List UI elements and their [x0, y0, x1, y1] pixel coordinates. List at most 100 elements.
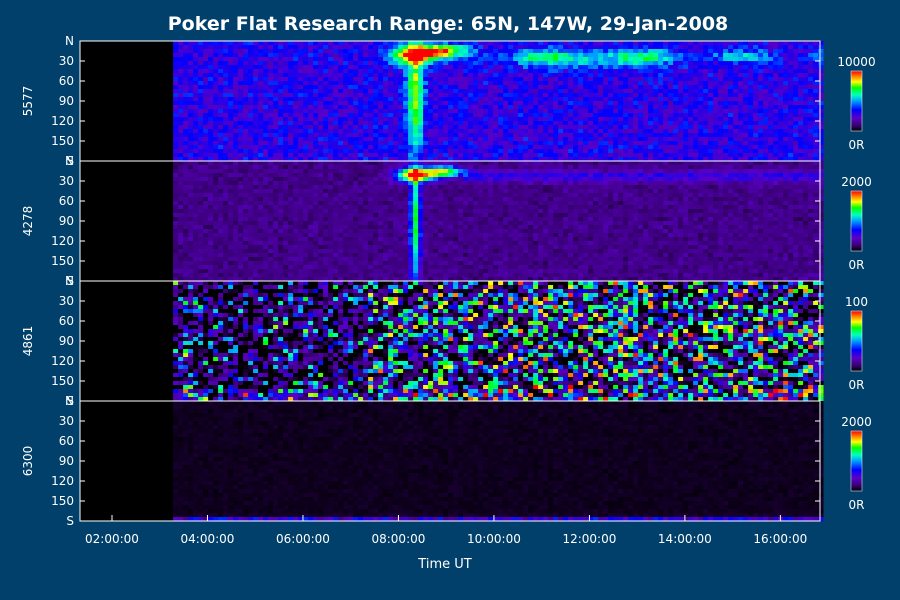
heatmap-cell: [433, 89, 439, 94]
heatmap-cell: [713, 49, 719, 54]
heatmap-cell: [428, 73, 434, 78]
heatmap-cell: [213, 49, 219, 54]
heatmap-cell: [763, 45, 769, 50]
heatmap-cell: [643, 129, 649, 134]
heatmap-cell: [433, 65, 439, 70]
heatmap-cell: [798, 157, 804, 162]
heatmap-cell: [748, 65, 754, 70]
heatmap-cell: [598, 89, 604, 94]
heatmap-cell: [678, 41, 684, 46]
heatmap-cell: [208, 181, 214, 186]
heatmap-cell: [173, 97, 179, 102]
heatmap-cell: [178, 249, 184, 254]
heatmap-cell: [363, 49, 369, 54]
heatmap-cell: [573, 157, 579, 162]
heatmap-cell: [508, 93, 514, 98]
heatmap-cell: [468, 53, 474, 58]
heatmap-cell: [403, 73, 409, 78]
heatmap-cell: [673, 57, 679, 62]
heatmap-cell: [303, 177, 309, 182]
heatmap-cell: [753, 85, 759, 90]
heatmap-cell: [218, 121, 224, 126]
heatmap-cell: [543, 101, 549, 106]
heatmap-cell: [303, 41, 309, 46]
heatmap-cell: [773, 97, 779, 102]
heatmap-cell: [593, 153, 599, 158]
heatmap-cell: [703, 117, 709, 122]
heatmap-cell: [508, 77, 514, 82]
heatmap-cell: [708, 61, 714, 66]
heatmap-cell: [598, 85, 604, 90]
heatmap-cell: [183, 149, 189, 154]
heatmap-cell: [278, 133, 284, 138]
heatmap-cell: [808, 149, 814, 154]
heatmap-cell: [363, 129, 369, 134]
heatmap-cell: [448, 129, 454, 134]
heatmap-cell: [733, 137, 739, 142]
heatmap-cell: [473, 141, 479, 146]
heatmap-cell: [303, 57, 309, 62]
heatmap-cell: [253, 205, 259, 210]
heatmap-cell: [263, 181, 269, 186]
heatmap-cell: [198, 173, 204, 178]
heatmap-cell: [268, 153, 274, 158]
heatmap-cell: [608, 105, 614, 110]
heatmap-cell: [173, 49, 179, 54]
heatmap-cell: [663, 53, 669, 58]
heatmap-cell: [663, 101, 669, 106]
heatmap-cell: [568, 89, 574, 94]
heatmap-cell: [173, 93, 179, 98]
heatmap-cell: [293, 105, 299, 110]
heatmap-cell: [258, 153, 264, 158]
heatmap-cell: [438, 101, 444, 106]
heatmap-cell: [293, 205, 299, 210]
heatmap-cell: [283, 41, 289, 46]
heatmap-cell: [268, 165, 274, 170]
heatmap-cell: [213, 269, 219, 274]
heatmap-cell: [218, 133, 224, 138]
heatmap-cell: [383, 121, 389, 126]
heatmap-cell: [328, 133, 334, 138]
heatmap-cell: [338, 165, 344, 170]
heatmap-cell: [468, 61, 474, 66]
heatmap-cell: [498, 133, 504, 138]
heatmap-cell: [188, 261, 194, 266]
heatmap-cell: [418, 117, 424, 122]
heatmap-cell: [368, 97, 374, 102]
heatmap-cell: [638, 117, 644, 122]
heatmap-cell: [808, 117, 814, 122]
heatmap-cell: [503, 93, 509, 98]
heatmap-cell: [178, 149, 184, 154]
heatmap-cell: [588, 133, 594, 138]
heatmap-cell: [738, 113, 744, 118]
heatmap-cell: [713, 101, 719, 106]
heatmap-cell: [538, 153, 544, 158]
heatmap-cell: [303, 261, 309, 266]
heatmap-cell: [198, 113, 204, 118]
heatmap-cell: [658, 129, 664, 134]
heatmap-cell: [323, 93, 329, 98]
heatmap-cell: [643, 141, 649, 146]
heatmap-cell: [643, 65, 649, 70]
heatmap-cell: [243, 117, 249, 122]
heatmap-cell: [303, 65, 309, 70]
heatmap-cell: [748, 41, 754, 46]
heatmap-cell: [563, 125, 569, 130]
heatmap-cell: [273, 245, 279, 250]
heatmap-cell: [313, 205, 319, 210]
heatmap-cell: [263, 221, 269, 226]
heatmap-cell: [668, 141, 674, 146]
heatmap-cell: [183, 125, 189, 130]
heatmap-cell: [768, 65, 774, 70]
heatmap-cell: [173, 217, 179, 222]
heatmap-cell: [793, 129, 799, 134]
heatmap-cell: [598, 137, 604, 142]
heatmap-cell: [313, 173, 319, 178]
heatmap-cell: [263, 73, 269, 78]
heatmap-cell: [348, 57, 354, 62]
heatmap-cell: [648, 85, 654, 90]
heatmap-cell: [493, 97, 499, 102]
heatmap-cell: [693, 105, 699, 110]
heatmap-cell: [473, 97, 479, 102]
heatmap-cell: [248, 41, 254, 46]
